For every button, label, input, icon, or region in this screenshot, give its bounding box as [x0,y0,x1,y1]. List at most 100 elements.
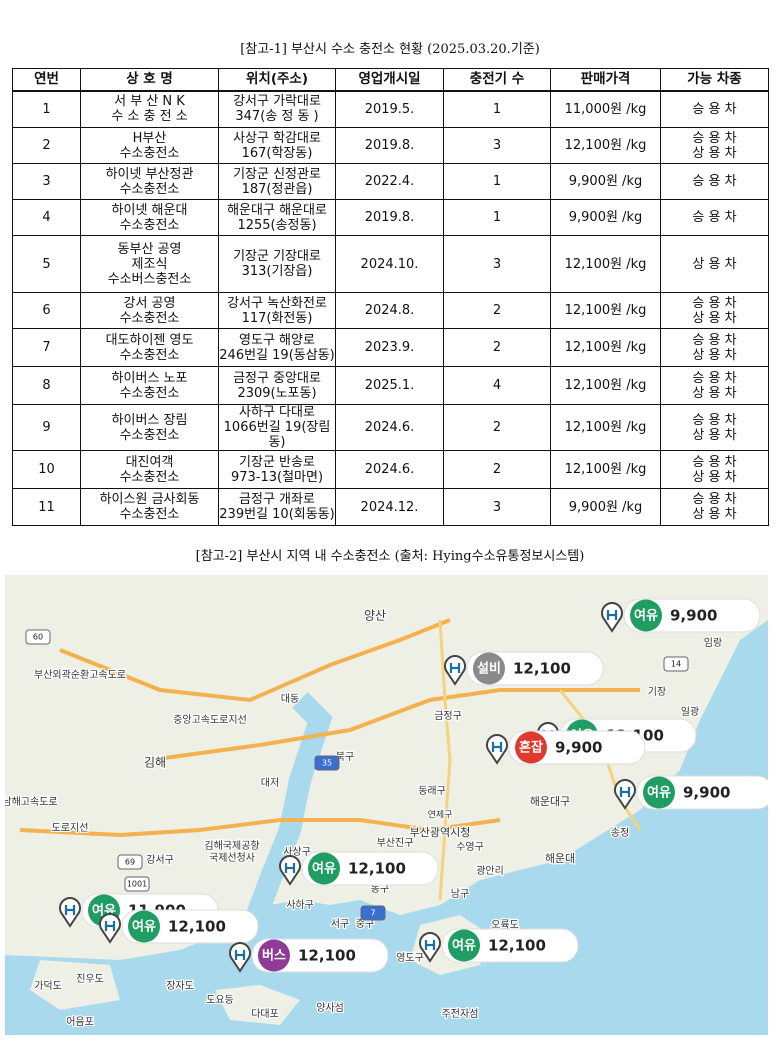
column-header: 영업개시일 [335,68,444,92]
table-cell: 2019.8. [335,127,444,164]
table-cell: 10 [12,450,81,489]
cell-line: 11 [38,499,55,515]
cell-line: 1066번길 19(장림동) [223,420,331,450]
h-icon [424,940,436,950]
table-cell: H부산 수소충전소 [80,127,219,164]
cell-line: 2019.8. [364,210,415,225]
cell-line: 2 [42,138,51,153]
road-shield [117,854,143,870]
place-label: 임랑 [704,636,722,649]
cell-line: 상 용 차 [692,427,737,443]
road-number: 69 [125,858,135,867]
cell-line: 수소충전소 [119,347,180,363]
station-pin [614,779,636,810]
station-table: 연번 상 호 명 위치(주소) 영업개시일 충전기 수 판매가격 가능 차종 1 서 부 산 … [12,68,769,526]
column-header: 판매가격 [550,68,661,92]
status-label: 여유 [312,861,336,877]
table-cell: 기장군 반송로 973-13(철마면) [218,450,336,489]
place-label: 일광 [681,706,699,718]
cell-line: 5 [42,256,51,272]
place-label: 연제구 [428,810,453,821]
cell-line: 7 [42,340,51,355]
cell-line: 사하구 다대로 [239,405,315,420]
table-cell: 승 용 차 [660,199,769,236]
cell-line: 6 [42,303,51,318]
table-cell: 2023.9. [335,328,444,367]
cell-line: 금정구 개좌로 [239,492,315,507]
cell-line: 수소충전소 [119,181,180,197]
status-dot [630,599,662,632]
table-cell: 2025.1. [335,366,444,405]
table-cell: 2019.5. [335,90,444,128]
cell-line: 상 용 차 [692,385,737,401]
road-number: 7 [370,909,375,918]
cell-line: 상 용 차 [692,469,737,485]
status-dot [258,939,290,972]
place-label: 북구 [336,751,354,763]
place-label: 부산외곽순환고속도로 [34,669,126,681]
station-pin [59,897,81,928]
table-cell: 3 [443,235,551,293]
cell-line: 상 용 차 [692,256,737,272]
table-cell: 강서구 녹산화전로 117(화전동) [218,292,336,329]
place-label: 주전자섬 [442,1008,479,1020]
table-cell: 12,100원 /kg [550,450,661,489]
cell-line: 12,100원 /kg [564,303,647,318]
table-cell: 2 [443,404,551,451]
place-label: 사하구 [286,898,314,911]
place-label: 국제선청사 [209,852,255,864]
cell-line: 하이버스 장림 [111,412,188,428]
table-cell: 하이버스 장림 수소충전소 [80,404,219,451]
table-cell: 6 [12,292,81,329]
table-cell: 상 용 차 [660,235,769,293]
table-cell: 2 [12,127,81,164]
road-shield [360,905,386,921]
cell-line: 9,900원 /kg [568,499,643,515]
table-cell: 동부산 공영 제조식 수소버스충전소 [80,235,219,293]
cell-line: 강서구 가락대로 [233,94,321,110]
table-cell: 2 [443,328,551,367]
table-row: 5 동부산 공영 제조식 수소버스충전소 기장군 기장대로 313(기장읍) 2024.10… [12,235,769,293]
table-row: 3 하이넷 부산정관 수소충전소 기장군 신정관로 187(정관읍) 2022.4. 1 9,… [12,163,769,200]
h-icon [234,950,246,960]
cell-line: 승 용 차 [692,332,737,348]
table-cell: 2024.10. [335,235,444,293]
road-number: 35 [322,759,332,768]
cell-line: 12,100원 /kg [564,138,647,153]
table-cell: 금정구 중앙대로 2309(노포동) [218,366,336,405]
cell-line: 2024.8. [364,303,415,318]
place-label: 대저 [261,777,279,789]
h-icon [284,863,296,873]
cell-line: 기장군 반송로 [239,454,315,470]
table-cell: 기장군 기장대로 313(기장읍) [218,235,336,293]
cell-line: H부산 [132,130,167,146]
cell-line: 4 [42,210,51,225]
cell-line: 1 [492,210,502,225]
table-cell: 2024.8. [335,292,444,329]
status-dot [515,731,547,764]
cell-line: 12,100원 /kg [564,378,647,393]
column-header: 상 호 명 [80,68,219,92]
table-cell: 1 [443,90,551,128]
road-shield [663,656,689,672]
table-cell: 3 [443,127,551,164]
place-label: 해운대구 [530,794,570,808]
cell-line: 2024.6. [364,420,415,435]
cell-line: 10 [38,462,55,477]
cell-line: 1 [492,174,502,189]
cell-line: 3 [492,499,502,515]
cell-line: 승 용 차 [692,101,737,117]
cell-line: 승 용 차 [692,210,737,225]
cell-line: 1255(송정동) [237,217,317,233]
h-icon [64,905,76,915]
price-label: 12,100 [298,947,356,965]
table-row: 9 하이버스 장림 수소충전소 사하구 다대로 1066번길 19(장림동) 2024.6… [12,404,769,451]
cell-line: 8 [42,378,51,393]
table-cell: 8 [12,366,81,405]
table-row: 4 하이넷 해운대 수소충전소 해운대구 해운대로 1255(송정동) 2019.8. 1 9… [12,199,769,236]
